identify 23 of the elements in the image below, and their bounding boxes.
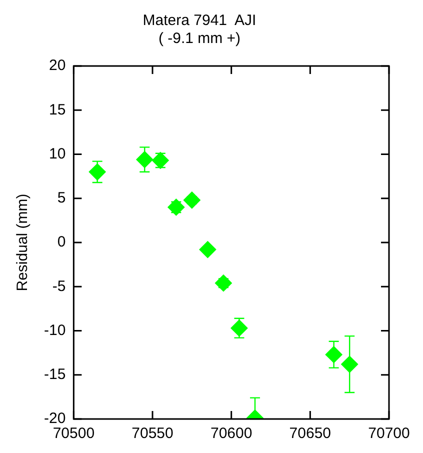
- x-tick-label: 70550: [132, 425, 174, 442]
- point: [168, 198, 185, 216]
- y-tick-label: -20: [44, 410, 66, 428]
- y-tick-label: 0: [57, 234, 66, 251]
- point: [152, 152, 169, 169]
- point: [183, 192, 200, 209]
- point: [136, 151, 154, 168]
- x-tick-label: 70500: [52, 425, 95, 442]
- y-tick-label: -10: [44, 322, 66, 339]
- y-tick-label: 10: [48, 145, 66, 162]
- y-tick-label: -15: [44, 366, 66, 384]
- y-tick-label: -5: [52, 278, 66, 295]
- point: [341, 356, 358, 373]
- chart-title: Matera 7941 AJI: [142, 12, 256, 30]
- y-axis-title: Residual (mm): [14, 194, 32, 292]
- y-tick-label: 5: [57, 190, 66, 207]
- y-tick-label: 15: [48, 101, 66, 118]
- x-tick-label: 70600: [210, 425, 252, 442]
- x-tick-label: 70700: [368, 425, 410, 442]
- y-tick-label: 20: [48, 57, 66, 74]
- chart-subtitle: ( -9.1 mm +): [158, 30, 241, 48]
- x-tick-label: 70650: [289, 425, 332, 442]
- point: [214, 274, 232, 292]
